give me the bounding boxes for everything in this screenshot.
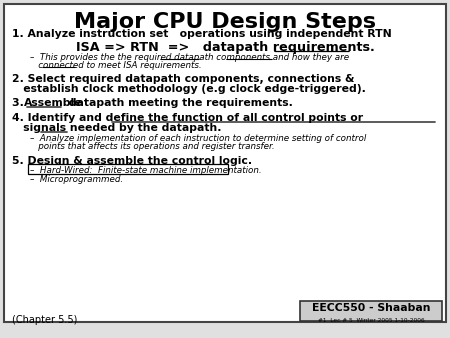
Text: –  Hard-Wired:  Finite-state machine implementation.: – Hard-Wired: Finite-state machine imple…: [30, 166, 261, 175]
Text: 3.: 3.: [12, 98, 27, 108]
Text: signals needed by the datapath.: signals needed by the datapath.: [12, 123, 221, 133]
Text: #1  Lec # 5  Winter 2005 1-10-2006: #1 Lec # 5 Winter 2005 1-10-2006: [318, 318, 424, 323]
Text: points that affects its operations and register transfer.: points that affects its operations and r…: [30, 142, 274, 151]
Text: –  This provides the the required datapath components and how they are: – This provides the the required datapat…: [30, 53, 349, 62]
Text: –  Analyze implementation of each instruction to determine setting of control: – Analyze implementation of each instruc…: [30, 134, 366, 143]
Text: Assemble: Assemble: [24, 98, 82, 108]
FancyBboxPatch shape: [4, 4, 446, 322]
Text: connected to meet ISA requirements.: connected to meet ISA requirements.: [30, 61, 202, 70]
Text: (Chapter 5.5): (Chapter 5.5): [12, 315, 77, 325]
Text: 1. Analyze instruction set   operations using independent RTN: 1. Analyze instruction set operations us…: [12, 29, 392, 39]
Text: 5. Design & assemble the control logic.: 5. Design & assemble the control logic.: [12, 156, 252, 166]
Text: Major CPU Design Steps: Major CPU Design Steps: [74, 12, 376, 32]
Text: datapath meeting the requirements.: datapath meeting the requirements.: [65, 98, 293, 108]
Text: establish clock methodology (e.g clock edge-triggered).: establish clock methodology (e.g clock e…: [12, 84, 366, 94]
Text: –  Microprogrammed.: – Microprogrammed.: [30, 175, 123, 184]
FancyBboxPatch shape: [300, 301, 442, 321]
Text: ISA => RTN  =>   datapath requirements.: ISA => RTN => datapath requirements.: [76, 41, 374, 54]
Text: 4. Identify and define the function of all control points or: 4. Identify and define the function of a…: [12, 113, 363, 123]
FancyBboxPatch shape: [28, 164, 228, 173]
Text: EECC550 - Shaaban: EECC550 - Shaaban: [312, 303, 430, 313]
Text: 2. Select required datapath components, connections &: 2. Select required datapath components, …: [12, 74, 355, 84]
